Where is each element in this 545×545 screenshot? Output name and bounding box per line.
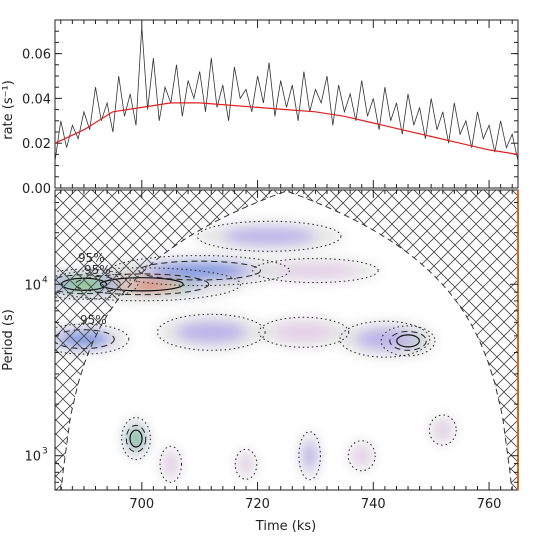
dotted-contour [159,445,183,483]
contour-label-95-lower: 95% [80,313,107,327]
lightcurve-y-tick-label: 0.00 [22,182,51,197]
dashed-contour [389,330,427,351]
wavelet-y-axis-label: Period (s) [1,309,16,371]
dotted-contour [156,313,266,351]
power-level [129,430,143,447]
dotted-contour [121,417,151,461]
wavelet-y-tick-label: 10 [24,450,41,465]
dotted-contour [252,258,379,284]
wavelet-x-tick-label: 720 [245,497,270,512]
lightcurve-y-axis-label: rate (s⁻¹) [1,80,16,140]
dotted-contour [258,316,350,348]
lightcurve-x-ticks [60,20,513,188]
smoothed-rate-line [55,102,518,155]
lightcurve-y-tick-label: 0.06 [22,48,51,63]
dotted-contour [347,440,376,472]
wavelet-y-tick-exponent: 4 [42,275,48,285]
power-level [222,227,316,245]
dotted-contour [196,220,342,252]
solid-contour [129,429,143,448]
contour-label-95-mid: 95% [84,263,111,277]
dotted-contour [298,431,321,481]
wavelet-x-axis-label: Time (ks) [255,519,316,534]
dotted-contour [234,448,258,480]
wavelet-x-tick-label: 700 [129,497,154,512]
power-level [176,322,246,343]
contour-label-95-upper: 95% [78,251,105,265]
power-level [353,447,371,465]
dashed-contour [74,273,210,296]
lightcurve-y-tick-label: 0.04 [22,92,51,107]
lightcurve-y-tick-label: 0.02 [22,137,51,152]
dotted-contour [428,414,457,446]
cone-of-influence [55,190,518,490]
power-level [163,454,178,475]
lightcurve-frame [54,19,519,189]
power-level [274,323,333,341]
dotted-contour [339,320,431,358]
power-level [155,263,245,278]
wavelet-y-tick-exponent: 3 [42,447,48,457]
power-level [274,263,356,278]
raw-rate-line [55,26,518,162]
power-level [239,455,253,473]
lightcurve-y-ticks: 0.00 0.02 0.04 0.06 [22,30,518,197]
wavelet-x-tick-label: 740 [361,497,386,512]
dotted-contour [55,268,139,300]
dashed-contour [125,424,147,453]
lightcurve-panel: 0.00 0.02 0.04 0.06 rate (s⁻¹) [1,19,519,197]
solid-contour [396,334,420,348]
dotted-contour [380,325,436,357]
wavelet-x-tick-label: 760 [477,497,502,512]
power-level [434,421,452,439]
wavelet-x-ticks: 700 720 740 760 [60,190,513,512]
wavelet-y-tick-label: 10 [24,278,41,293]
power-level [302,442,317,470]
